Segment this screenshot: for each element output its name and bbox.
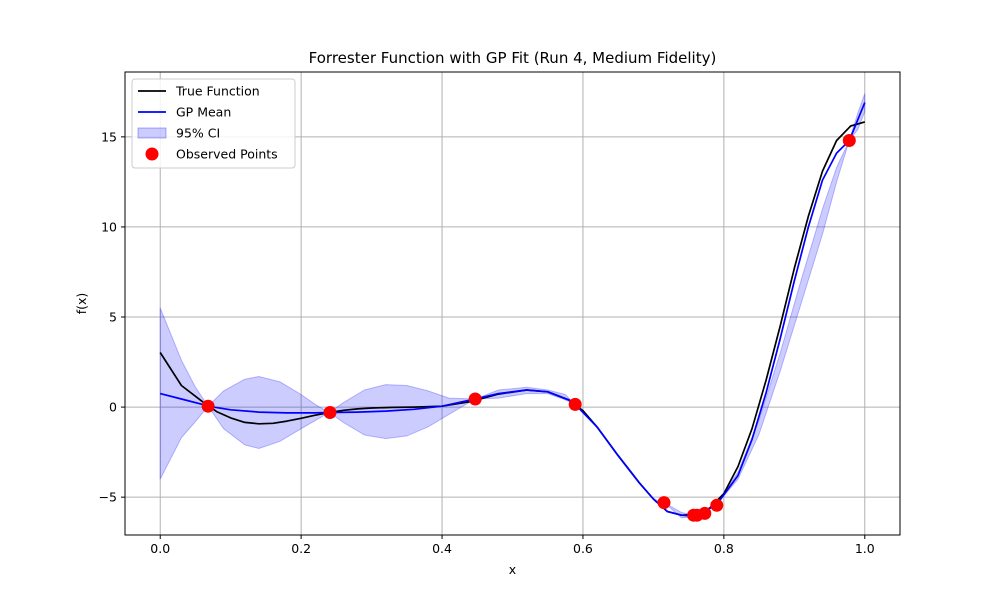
- legend: True Function GP Mean 95% CI Observed Point…: [131, 78, 296, 169]
- grid: [125, 72, 900, 535]
- x-tick-label: 0.4: [432, 541, 452, 556]
- x-tick-label: 0.2: [291, 541, 311, 556]
- chart-title: Forrester Function with GP Fit (Run 4, M…: [309, 49, 717, 67]
- y-tick-label: 15: [101, 129, 117, 144]
- y-axis-label: f(x): [74, 293, 89, 315]
- point-layer: [201, 134, 856, 522]
- observed-point: [842, 134, 856, 147]
- x-tick-label: 0.8: [714, 541, 734, 556]
- line-layer: [159, 102, 866, 517]
- gp-mean-line: [159, 102, 866, 517]
- legend-observed-swatch: [145, 147, 159, 161]
- legend-true-function-label: True Function: [175, 84, 260, 99]
- legend-observed-label: Observed Points: [176, 147, 278, 162]
- observed-point: [568, 397, 582, 411]
- legend-box: [131, 78, 296, 169]
- observed-point: [657, 496, 671, 510]
- observed-point: [468, 392, 482, 406]
- observed-point: [201, 399, 215, 413]
- y-tick-label: 5: [109, 310, 117, 325]
- legend-ci-swatch: [137, 127, 167, 139]
- y-tick-label: 10: [101, 219, 117, 234]
- x-tick-label: 0.6: [573, 541, 593, 556]
- x-tick-label: 1.0: [855, 541, 875, 556]
- x-axis-label: x: [509, 562, 516, 577]
- observed-point: [698, 506, 712, 520]
- y-tick-label: 0: [109, 400, 117, 415]
- y-tick-label: −5: [99, 490, 117, 505]
- observed-point: [710, 498, 724, 512]
- plot-frame: [124, 71, 901, 536]
- legend-gp-mean-label: GP Mean: [176, 105, 231, 120]
- ticks: 0.0 0.2 0.4 0.6 0.8 1.0 −5 0 5 10 15: [99, 129, 875, 556]
- observed-point: [323, 406, 337, 419]
- legend-ci-label: 95% CI: [176, 126, 220, 141]
- x-tick-label: 0.0: [150, 541, 170, 556]
